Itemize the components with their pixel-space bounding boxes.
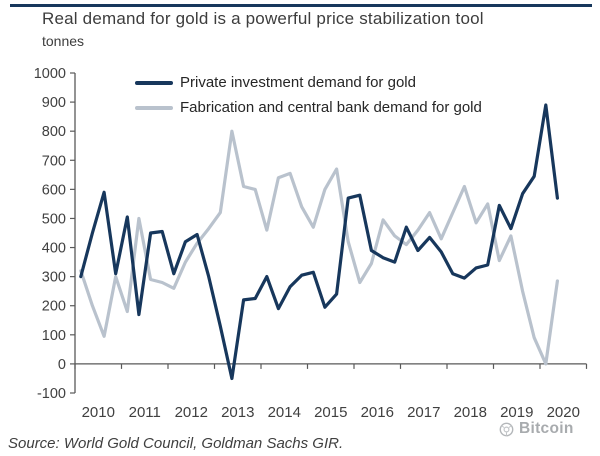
series-line-private bbox=[79, 103, 560, 381]
x-tick-label: 2011 bbox=[129, 404, 161, 421]
y-tick-label: 200 bbox=[42, 299, 66, 315]
y-tick-label: 900 bbox=[42, 95, 66, 111]
y-tick-label: 100 bbox=[42, 328, 66, 344]
y-tick-label: 600 bbox=[42, 182, 66, 198]
x-tick-label: 2020 bbox=[547, 404, 580, 421]
legend-swatch-fabrication-line bbox=[135, 105, 173, 110]
bitcoin-watermark-label: Bitcoin bbox=[519, 420, 574, 437]
y-tick-label: 1000 bbox=[34, 66, 66, 82]
top-rule bbox=[10, 4, 592, 7]
y-tick-label: 0 bbox=[58, 357, 66, 373]
axis-unit-label: tonnes bbox=[42, 33, 85, 49]
legend-label-fabrication: Fabrication and central bank demand for … bbox=[180, 99, 482, 116]
legend-label-private: Private investment demand for gold bbox=[180, 74, 416, 91]
page-title: Real demand for gold is a powerful price… bbox=[42, 9, 484, 28]
x-tick-label: 2016 bbox=[361, 404, 394, 421]
x-tick-label: 2013 bbox=[221, 404, 254, 421]
x-tick-label: 2015 bbox=[314, 404, 347, 421]
x-tick-label: 2017 bbox=[407, 404, 440, 421]
y-tick-label: 400 bbox=[42, 241, 66, 257]
legend-swatch-private-line bbox=[135, 80, 173, 85]
x-tick-label: 2012 bbox=[175, 404, 208, 421]
source-note: Source: World Gold Council, Goldman Sach… bbox=[8, 435, 344, 452]
x-tick-label: 2010 bbox=[82, 404, 115, 421]
y-tick-label: 700 bbox=[42, 153, 66, 169]
legend: Private investment demand for gold Fabri… bbox=[135, 70, 482, 120]
coin-logo-icon bbox=[499, 422, 514, 436]
y-tick-label: 300 bbox=[42, 270, 66, 286]
x-tick-label: 2018 bbox=[454, 404, 487, 421]
x-tick-label: 2014 bbox=[268, 404, 301, 421]
bitcoin-watermark: Bitcoin bbox=[499, 420, 574, 438]
y-tick-label: 800 bbox=[42, 124, 66, 140]
legend-item-fabrication: Fabrication and central bank demand for … bbox=[135, 95, 482, 120]
x-tick-label: 2019 bbox=[500, 404, 533, 421]
legend-item-private: Private investment demand for gold bbox=[135, 70, 482, 95]
y-tick-label: -100 bbox=[37, 386, 66, 402]
y-tick-label: 500 bbox=[42, 211, 66, 227]
series-line-fabrication bbox=[79, 129, 560, 366]
